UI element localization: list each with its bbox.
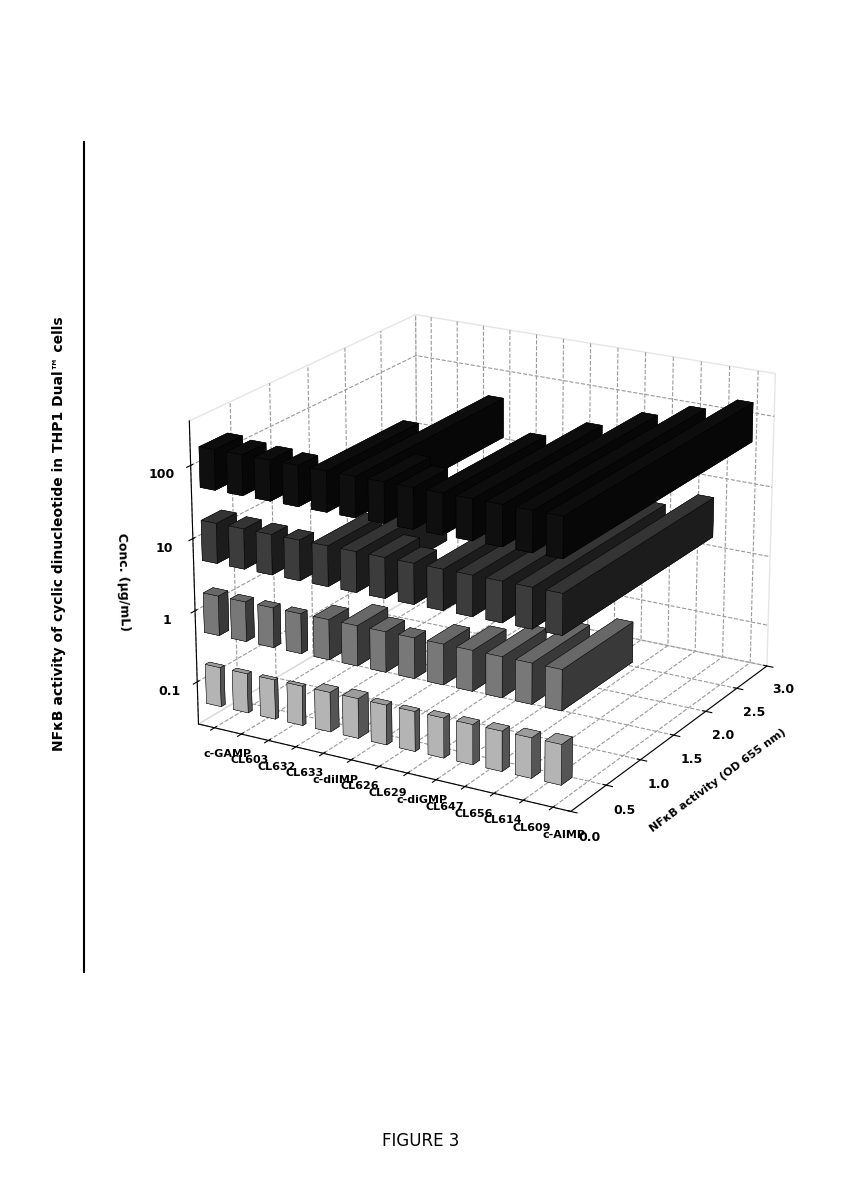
Text: FIGURE 3: FIGURE 3 — [382, 1132, 459, 1149]
X-axis label: NFκB activity (OD 655 nm): NFκB activity (OD 655 nm) — [648, 726, 787, 834]
Text: NFκB activity of cyclic dinucleotide in THP1 Dual™ cells: NFκB activity of cyclic dinucleotide in … — [52, 316, 66, 750]
